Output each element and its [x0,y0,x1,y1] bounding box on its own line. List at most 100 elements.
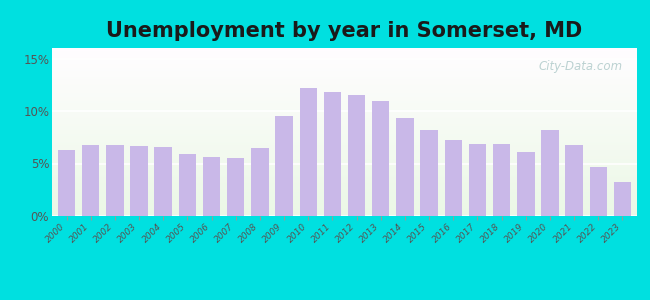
Bar [52,136,637,137]
Bar [469,143,486,216]
Bar [52,57,637,58]
Bar [52,209,637,210]
Bar [52,117,637,118]
Bar [52,119,637,120]
Bar [52,115,637,116]
Bar [52,167,637,168]
Bar [52,112,637,113]
Text: City-Data.com: City-Data.com [538,60,623,73]
Bar [52,120,637,121]
Bar [52,113,637,114]
Bar [52,125,637,126]
Bar [52,65,637,66]
Bar [52,161,637,162]
Bar [155,147,172,216]
Bar [52,83,637,84]
Bar [52,68,637,69]
Bar [52,124,637,125]
Bar [52,150,637,151]
Bar [52,130,637,131]
Bar [130,146,148,216]
Bar [52,88,637,89]
Bar [52,183,637,184]
Bar [52,211,637,212]
Bar [52,122,637,123]
Bar [52,198,637,199]
Bar [52,109,637,110]
Bar [52,144,637,145]
Bar [52,82,637,83]
Bar [396,118,413,216]
Bar [52,56,637,57]
Bar [82,145,99,216]
Bar [52,116,637,117]
Bar [52,131,637,132]
Bar [52,81,637,82]
Bar [52,100,637,101]
Bar [52,140,637,141]
Bar [52,48,637,49]
Bar [52,62,637,63]
Bar [52,154,637,155]
Bar [52,51,637,52]
Bar [52,189,637,190]
Bar [52,49,637,50]
Bar [52,157,637,158]
Bar [52,79,637,80]
Bar [58,150,75,216]
Bar [52,202,637,203]
Bar [52,118,637,119]
Bar [52,101,637,102]
Bar [52,98,637,99]
Bar [52,59,637,60]
Bar [52,165,637,166]
Bar [52,114,637,115]
Bar [52,210,637,211]
Bar [52,160,637,161]
Bar [52,164,637,165]
Bar [52,121,637,122]
Bar [52,71,637,72]
Bar [227,158,244,216]
Bar [52,72,637,73]
Bar [52,195,637,196]
Bar [52,146,637,147]
Bar [52,193,637,194]
Bar [52,134,637,135]
Bar [52,145,637,146]
Bar [52,84,637,85]
Bar [52,166,637,167]
Bar [52,215,637,216]
Bar [590,167,607,216]
Bar [52,111,637,112]
Bar [348,95,365,216]
Bar [52,55,637,56]
Bar [324,92,341,216]
Bar [52,199,637,200]
Bar [421,130,438,216]
Bar [52,66,637,67]
Bar [52,64,637,65]
Bar [52,200,637,201]
Bar [52,188,637,189]
Bar [52,178,637,179]
Bar [52,108,637,109]
Bar [52,147,637,148]
Bar [566,145,583,216]
Bar [52,186,637,187]
Bar [52,128,637,129]
Bar [52,97,637,98]
Bar [52,75,637,76]
Bar [52,138,637,139]
Bar [52,171,637,172]
Bar [52,151,637,152]
Bar [52,82,637,83]
Bar [52,202,637,203]
Bar [52,76,637,77]
Bar [52,96,637,97]
Bar [517,152,534,216]
Bar [614,182,631,216]
Bar [52,160,637,161]
Bar [52,168,637,169]
Bar [300,88,317,216]
